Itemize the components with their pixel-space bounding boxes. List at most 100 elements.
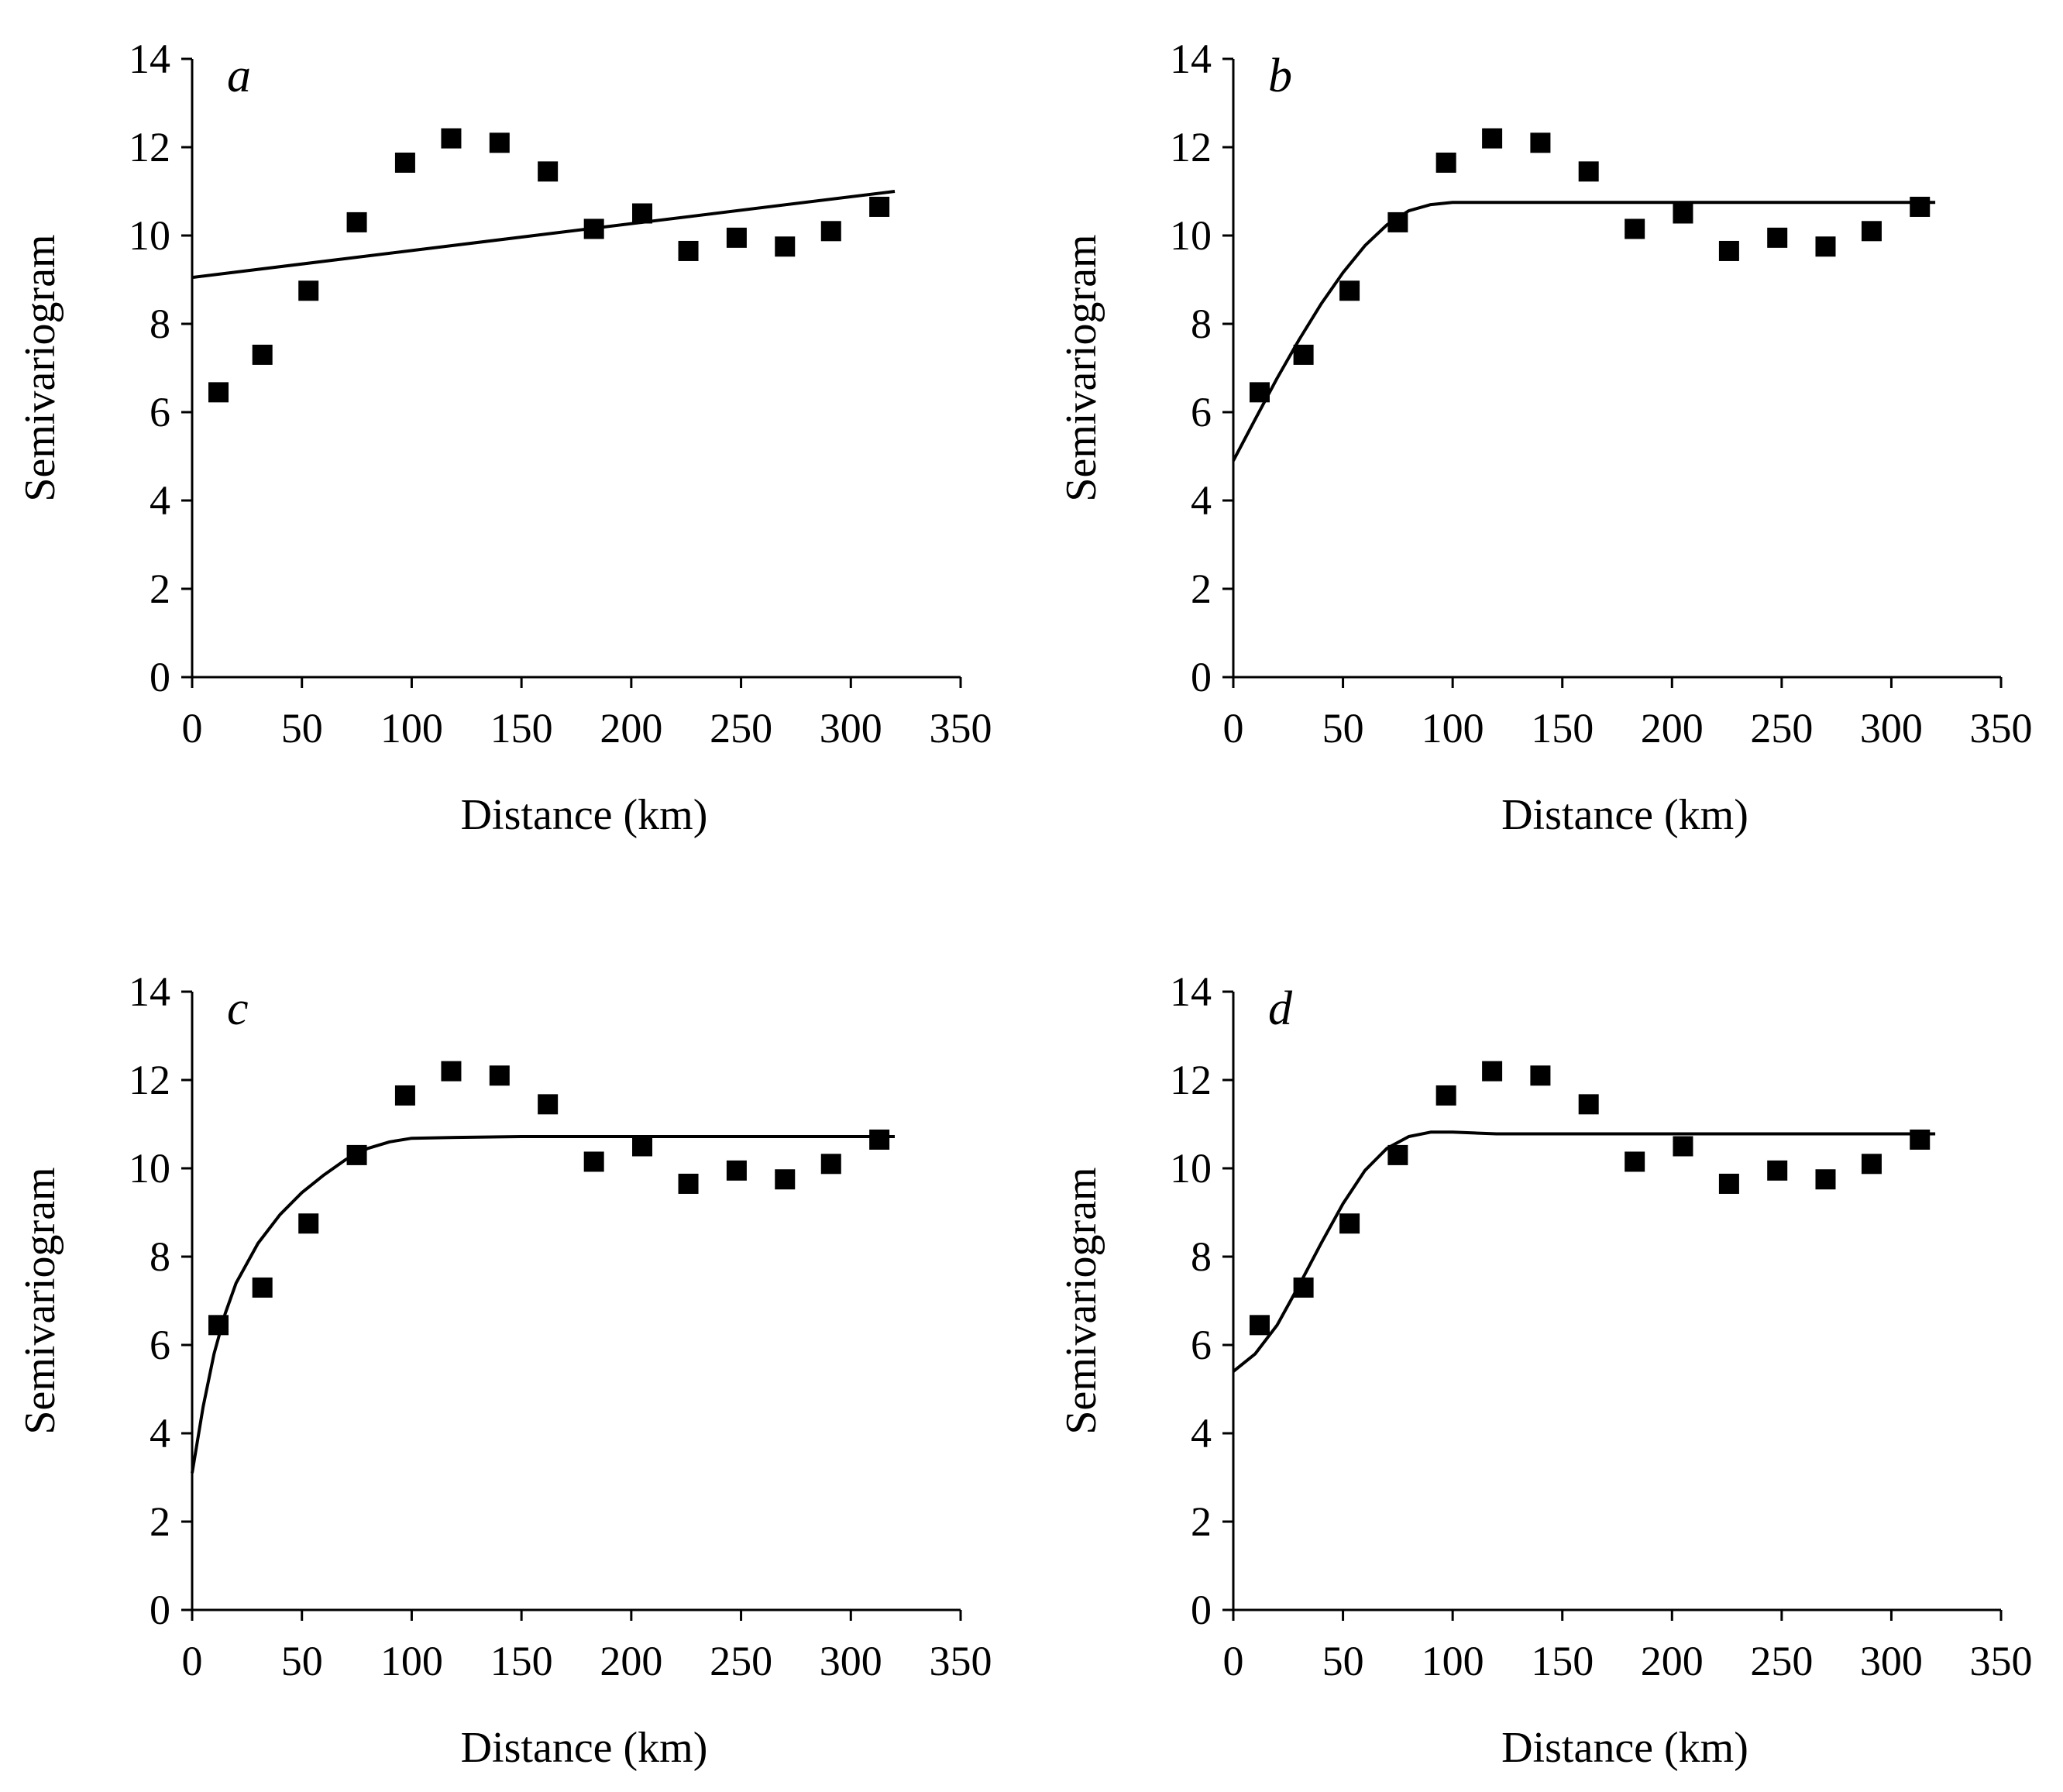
y-axis-title: Semivariogram [1057,1167,1105,1434]
x-tick-label: 200 [600,1638,662,1684]
data-point [252,344,273,365]
data-point [1482,128,1503,149]
data-point [489,132,510,153]
y-tick-label: 8 [150,301,170,347]
x-tick-label: 300 [1860,1638,1923,1684]
data-point [298,280,319,301]
y-tick-label: 4 [150,1410,170,1457]
chart-panel-a: 0 2 4 6 8 10 12 14 0 50 100 150 200 250 300 350 Distance… [16,36,992,839]
data-point [1530,1065,1551,1086]
x-tick-label: 250 [1750,1638,1813,1684]
data-point [775,1169,796,1190]
data-point [538,161,559,182]
data-point [538,1094,559,1115]
x-tick-label: 300 [1860,705,1923,752]
x-tick-label: 200 [600,705,662,752]
x-tick-label: 50 [1322,1638,1364,1684]
x-tick-label: 150 [490,1638,553,1684]
y-tick-label: 14 [129,968,170,1015]
data-point [583,1151,604,1172]
y-tick-label: 2 [1191,1498,1212,1545]
x-tick-label: 0 [1223,705,1244,752]
y-tick-label: 6 [1191,1322,1212,1368]
x-tick-label: 250 [710,705,772,752]
x-tick-label: 0 [1223,1638,1244,1684]
data-point [869,196,890,217]
data-point [252,1277,273,1298]
data-point [1625,1151,1645,1172]
y-axis-title: Semivariogram [16,1167,64,1434]
data-point [1861,221,1882,242]
data-point [1673,203,1693,224]
x-tick-label: 100 [1422,705,1484,752]
data-point [678,1173,699,1194]
data-point [489,1065,510,1086]
y-tick-label: 10 [1170,212,1212,259]
y-tick-label: 2 [150,566,170,612]
chart-panel-b: 0 2 4 6 8 10 12 14 0 50 100 150 200 250 300 350 Distance… [1057,36,2033,839]
x-tick-label: 50 [281,1638,323,1684]
x-tick-label: 100 [1422,1638,1484,1684]
y-tick-label: 0 [1191,1587,1212,1633]
x-tick-label: 150 [490,705,553,752]
chart-panel-d: 0 2 4 6 8 10 12 14 0 50 100 150 200 250 300 350 Distance… [1057,968,2033,1772]
y-tick-label: 14 [1170,36,1212,82]
data-point [1482,1061,1503,1082]
x-tick-label: 100 [380,705,443,752]
data-point [820,221,841,242]
fitted-model-line [1232,201,1936,462]
data-point [1767,1160,1788,1181]
data-point [1293,344,1314,365]
fitted-model-line [1232,1130,1936,1373]
data-point [1861,1154,1882,1175]
data-point [869,1129,890,1150]
data-point [1910,196,1931,217]
y-axis-title: Semivariogram [1057,234,1105,501]
data-point [1339,280,1360,301]
y-tick-label: 10 [129,212,170,259]
data-point [1387,1144,1408,1165]
x-tick-label: 350 [1970,705,2033,752]
data-point [1578,161,1599,182]
y-tick-label: 4 [150,477,170,524]
data-point [775,236,796,257]
data-point [1625,218,1645,239]
x-tick-label: 150 [1531,705,1594,752]
data-point [1436,152,1456,173]
data-point [1436,1085,1456,1106]
data-point [1815,1169,1836,1190]
y-tick-label: 8 [1191,1233,1212,1280]
y-tick-label: 0 [150,654,170,700]
data-point [1530,132,1551,153]
data-point [208,382,229,403]
y-tick-label: 12 [1170,124,1212,170]
x-tick-label: 50 [281,705,323,752]
panel-letter: d [1268,982,1293,1035]
y-tick-label: 6 [150,1322,170,1368]
x-tick-label: 350 [930,1638,992,1684]
y-tick-label: 4 [1191,1410,1212,1457]
y-tick-label: 8 [150,1233,170,1280]
panel-letter: a [227,50,251,102]
y-tick-label: 10 [1170,1145,1212,1192]
data-point [632,1136,653,1157]
data-point [820,1154,841,1175]
panel-letter: c [227,982,249,1035]
data-point [726,1160,747,1181]
data-point [1339,1213,1360,1234]
y-tick-label: 14 [129,36,170,82]
x-axis-title: Distance (km) [461,791,708,839]
x-tick-label: 150 [1531,1638,1594,1684]
y-tick-label: 12 [1170,1057,1212,1103]
x-tick-label: 200 [1641,705,1704,752]
y-tick-label: 12 [129,124,170,170]
data-point [1249,1315,1270,1336]
x-tick-label: 350 [930,705,992,752]
y-tick-label: 6 [150,389,170,435]
fitted-model-line [191,190,896,280]
data-point [346,212,367,232]
y-tick-label: 0 [1191,654,1212,700]
x-tick-label: 0 [182,705,203,752]
x-axis-title: Distance (km) [1501,1724,1748,1772]
data-point [441,1061,462,1082]
